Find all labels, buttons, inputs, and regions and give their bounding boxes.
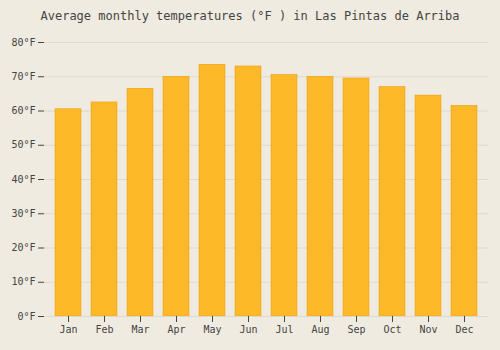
svg-text:Dec: Dec [455,324,473,335]
svg-text:30°F: 30°F [11,208,35,219]
svg-text:10°F: 10°F [11,276,35,287]
svg-text:50°F: 50°F [11,139,35,150]
svg-text:Sep: Sep [347,324,365,335]
svg-text:Apr: Apr [167,324,185,335]
html-text:Average monthly temperatures (: Average monthly temperatures (°F ) in La… [40,9,460,23]
svg-text:80°F: 80°F [11,37,35,48]
svg-text:Nov: Nov [419,324,437,335]
svg-text:0°F: 0°F [17,311,35,322]
svg-text:60°F: 60°F [11,105,35,116]
svg-text:40°F: 40°F [11,174,35,185]
svg-text:Feb: Feb [95,324,113,335]
svg-text:Mar: Mar [131,324,149,335]
svg-text:May: May [203,324,221,335]
svg-text:Jun: Jun [239,324,257,335]
svg-text:Aug: Aug [311,324,329,335]
svg-text:20°F: 20°F [11,242,35,253]
svg-text:Jan: Jan [59,324,77,335]
svg-text:70°F: 70°F [11,71,35,82]
svg-text:Oct: Oct [383,324,401,335]
svg-text:Jul: Jul [275,324,293,335]
